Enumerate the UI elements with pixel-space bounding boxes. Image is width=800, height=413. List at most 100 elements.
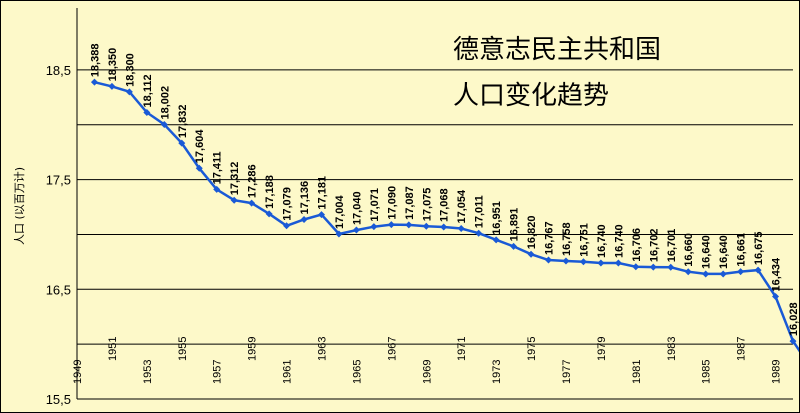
data-point [230,196,238,204]
data-label: 17,312 [229,162,241,196]
data-label: 16,675 [753,231,765,265]
x-tick-label: 1975 [526,337,538,361]
x-tick-label: 1973 [491,360,503,384]
x-tick-label: 1981 [631,360,643,384]
chart-title-line2: 人口变化趋势 [453,81,609,111]
data-label: 16,820 [526,216,538,250]
data-label: 16,028 [788,302,799,336]
data-point [475,229,483,237]
data-point [178,139,186,147]
x-tick-label: 1987 [736,337,748,361]
data-point [789,337,797,345]
data-label: 17,286 [247,164,259,198]
data-label: 17,040 [351,191,363,225]
data-point [457,225,465,233]
data-point [510,242,518,250]
data-label: 16,951 [491,201,503,235]
data-label: 16,434 [771,257,783,292]
data-label: 17,004 [334,194,346,229]
data-point [125,88,133,96]
y-tick-label: 16,5 [46,282,71,297]
data-point [143,108,151,116]
data-label: 16,706 [631,228,643,262]
data-point [737,268,745,276]
data-point [772,293,780,301]
data-label: 17,411 [212,151,224,184]
x-tick-label: 1967 [386,337,398,361]
x-tick-label: 1959 [247,337,259,361]
x-tick-label: 1983 [666,337,678,361]
y-tick-label: 15,5 [46,392,71,407]
x-tick-label: 1961 [282,360,294,384]
y-axis-label: 人口 (以百万计) [13,167,26,245]
x-tick-label: 1977 [561,360,573,384]
data-point [405,221,413,229]
data-label: 16,640 [718,235,730,269]
data-label: 17,090 [386,186,398,220]
data-label: 17,011 [474,195,486,228]
data-label: 16,701 [666,229,678,263]
data-label: 18,002 [159,86,171,120]
data-label: 16,702 [648,228,660,262]
data-label: 16,767 [544,221,556,255]
data-point [370,223,378,231]
data-label: 16,758 [561,222,573,256]
data-point [667,263,675,271]
data-points [90,78,797,345]
data-label: 17,604 [194,129,206,164]
data-point [614,259,622,267]
data-label: 16,740 [596,224,608,258]
data-label: 18,112 [142,74,154,107]
data-point [387,221,395,229]
data-label: 16,751 [578,223,590,257]
x-tick-label: 1985 [701,360,713,384]
data-point [579,258,587,266]
x-tick-label: 1955 [177,337,189,361]
axes [76,8,793,400]
x-tick-label: 1963 [316,337,328,361]
data-point [300,216,308,224]
data-point [108,82,116,90]
data-point [562,257,570,265]
data-label: 16,891 [509,208,521,242]
data-point [317,211,325,219]
x-tick-label: 1965 [351,360,363,384]
data-point [422,222,430,230]
x-tick-label: 1969 [421,360,433,384]
data-point [702,270,710,278]
data-label: 17,079 [282,187,294,221]
data-label: 18,350 [107,48,119,82]
data-point [754,266,762,274]
data-label: 17,832 [177,105,189,139]
y-tick-label: 17,5 [46,173,71,188]
data-point [213,185,221,193]
y-tick-label: 18,5 [46,63,71,78]
y-tick-labels: 15,5 16,5 17,5 18,5 [46,63,71,407]
data-point [632,263,640,271]
data-point [160,121,168,129]
x-tick-label: 1971 [456,337,468,361]
x-tick-label: 1953 [142,360,154,384]
data-label: 17,054 [456,189,468,224]
x-tick-label: 1951 [107,337,119,361]
data-label: 16,660 [683,233,695,267]
data-point [649,263,657,271]
data-label: 18,300 [124,53,136,87]
data-point [719,270,727,278]
data-label: 17,188 [264,175,276,209]
data-point [195,164,203,172]
data-label: 17,068 [439,188,451,222]
x-tick-label: 1957 [212,360,224,384]
x-tick-label: 1979 [596,337,608,361]
data-label: 16,640 [701,235,713,269]
data-point [352,226,360,234]
data-point [597,259,605,267]
data-label: 17,181 [316,176,328,210]
data-point [492,236,500,244]
data-label: 17,075 [421,188,433,222]
data-point [684,268,692,276]
data-point [545,256,553,264]
data-label: 16,740 [613,224,625,258]
